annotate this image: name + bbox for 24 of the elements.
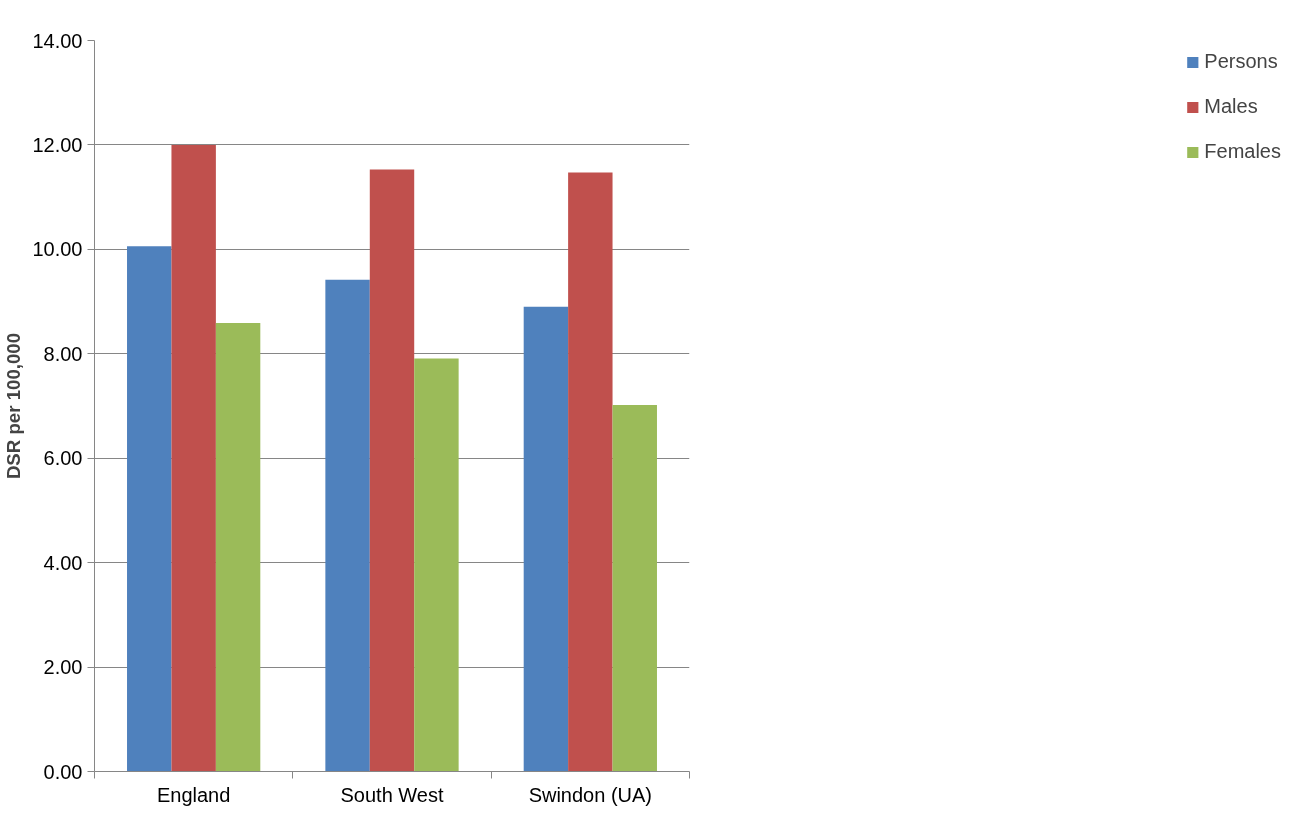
legend-label: Persons	[1204, 50, 1278, 73]
bar	[414, 358, 459, 772]
bar	[612, 404, 657, 772]
bar	[215, 322, 261, 772]
bar	[325, 279, 370, 772]
y-tick-label: 12.00	[32, 133, 83, 156]
x-tick-label: England	[156, 783, 231, 806]
y-tick-label: 10.00	[32, 238, 83, 261]
legend-label: Males	[1204, 95, 1258, 118]
y-tick-label: 4.00	[43, 551, 83, 574]
bar	[171, 144, 216, 772]
y-tick-label: 6.00	[43, 447, 83, 470]
y-tick-label: 8.00	[43, 342, 83, 365]
y-tick-label: 14.00	[32, 29, 83, 52]
bar	[369, 169, 415, 772]
bar	[127, 246, 172, 772]
bar	[568, 172, 613, 772]
x-tick-label: South West	[340, 783, 444, 806]
legend-label: Females	[1204, 140, 1281, 163]
y-tick-label: 2.00	[43, 656, 83, 679]
y-tick-label: 0.00	[43, 760, 83, 783]
x-tick-label: Swindon (UA)	[528, 783, 653, 806]
y-axis-title: DSR per 100,000	[3, 332, 25, 480]
bar	[523, 306, 569, 772]
